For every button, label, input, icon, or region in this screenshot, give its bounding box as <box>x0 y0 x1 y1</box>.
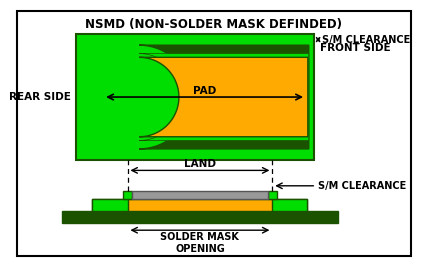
Bar <box>92 199 307 211</box>
Bar <box>268 191 277 199</box>
Text: LAND: LAND <box>184 159 216 168</box>
Bar <box>132 191 268 199</box>
Bar <box>76 34 314 160</box>
Polygon shape <box>139 57 308 137</box>
Polygon shape <box>139 45 309 149</box>
Text: FRONT SIDE: FRONT SIDE <box>320 43 391 53</box>
Text: SOLDER MASK
OPENING: SOLDER MASK OPENING <box>161 232 239 254</box>
Bar <box>123 191 132 199</box>
Text: S/M CLEARANCE: S/M CLEARANCE <box>322 34 410 45</box>
Polygon shape <box>139 54 309 140</box>
Bar <box>92 199 128 211</box>
Text: S/M CLEARANCE: S/M CLEARANCE <box>318 181 406 191</box>
Bar <box>62 211 338 223</box>
Text: NSMD (NON-SOLDER MASK DEFINDED): NSMD (NON-SOLDER MASK DEFINDED) <box>85 18 342 31</box>
Text: REAR SIDE: REAR SIDE <box>8 92 71 102</box>
Bar <box>272 199 307 211</box>
Text: PAD: PAD <box>193 86 216 96</box>
